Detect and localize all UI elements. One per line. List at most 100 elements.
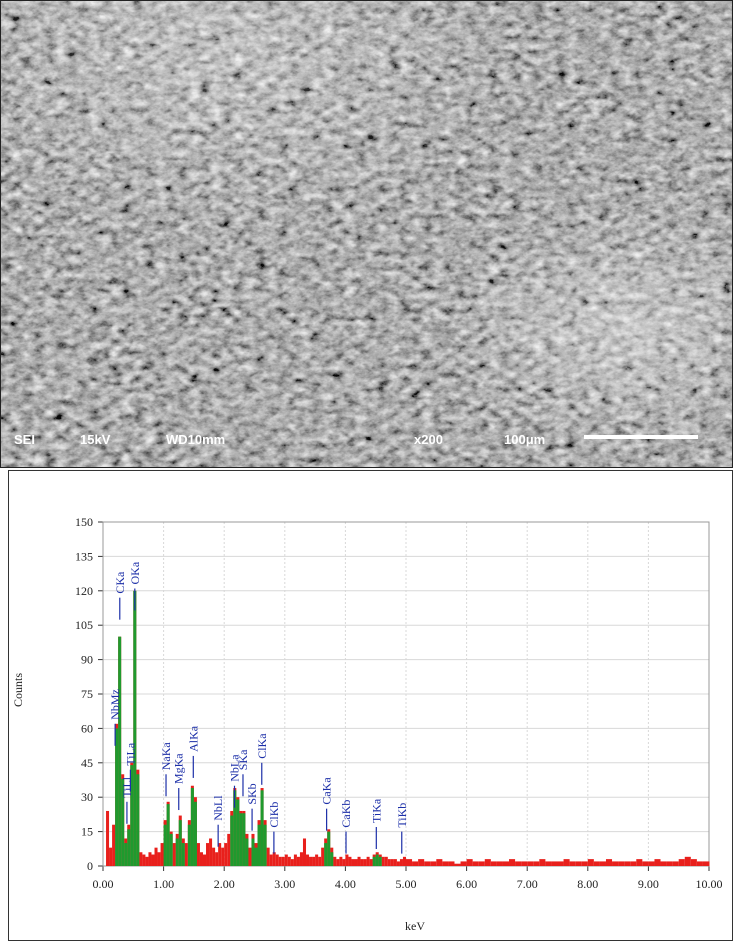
spectrum-bar bbox=[399, 859, 403, 866]
spectrum-bar bbox=[124, 843, 128, 866]
spectrum-bar bbox=[678, 859, 685, 866]
spectrum-bar bbox=[190, 788, 194, 866]
spectrum-bar bbox=[545, 861, 552, 866]
peak-label: CKa bbox=[113, 571, 127, 594]
spectrum-bar bbox=[151, 854, 155, 866]
spectrum-bar bbox=[133, 590, 137, 866]
spectrum-bar bbox=[142, 854, 146, 866]
spectrum-bar bbox=[618, 861, 625, 866]
spectrum-bar bbox=[348, 856, 352, 866]
x-tick-label: 4.00 bbox=[335, 877, 356, 891]
spectrum-bar bbox=[184, 843, 188, 866]
image-highlight bbox=[0, 0, 733, 468]
spectrum-bar bbox=[336, 859, 340, 866]
peak-label: TiLa bbox=[123, 742, 137, 766]
spectrum-bar bbox=[236, 799, 240, 866]
spectrum-bar bbox=[209, 838, 213, 866]
spectrum-bar bbox=[136, 774, 140, 866]
spectrum-bar bbox=[275, 854, 279, 866]
spectrum-bar bbox=[315, 854, 319, 866]
spectrum-bar bbox=[227, 833, 231, 866]
spectrum-bar bbox=[442, 861, 449, 866]
spectrum-bar bbox=[333, 856, 337, 866]
spectrum-bar bbox=[324, 843, 328, 866]
spectrum-bar bbox=[466, 859, 473, 866]
spectrum-bar bbox=[318, 856, 322, 866]
spectrum-bar bbox=[381, 856, 385, 866]
sem-image: SEI 15kV WD10mm x200 100μm bbox=[0, 0, 733, 468]
spectrum-bar bbox=[521, 861, 528, 866]
y-tick-label: 15 bbox=[81, 825, 93, 839]
spectrum-bar bbox=[148, 852, 152, 866]
spectrum-bar bbox=[654, 859, 661, 866]
spectrum-bar bbox=[242, 813, 246, 866]
x-tick-label: 2.00 bbox=[214, 877, 235, 891]
spectrum-bar bbox=[642, 861, 649, 866]
spectrum-bar bbox=[166, 804, 170, 866]
spectrum-bar bbox=[684, 856, 691, 866]
spectrum-bar bbox=[612, 861, 619, 866]
spectrum-bar bbox=[266, 847, 270, 866]
spectrum-bar bbox=[436, 859, 443, 866]
x-tick-label: 3.00 bbox=[274, 877, 295, 891]
spectrum-panel: Counts keV 0 15 30 45 60 75 90 105 120 135 150 0.00… bbox=[8, 470, 733, 941]
peak-label: ClKb bbox=[267, 802, 281, 828]
spectrum-bar bbox=[181, 843, 185, 866]
peak-label: CaKa bbox=[320, 777, 334, 805]
spectrum-bar bbox=[363, 859, 367, 866]
spectrum-bar bbox=[599, 861, 606, 866]
spectrum-bar bbox=[312, 856, 316, 866]
spectrum-bar bbox=[342, 859, 346, 866]
spectrum-bar bbox=[321, 847, 325, 866]
spectrum-bar bbox=[157, 852, 161, 866]
spectrum-bar bbox=[293, 854, 297, 866]
spectrum-bar bbox=[587, 859, 594, 866]
spectrum-bar bbox=[221, 847, 225, 866]
spectrum-bar bbox=[575, 861, 582, 866]
spectrum-bar bbox=[339, 856, 343, 866]
spectrum-bar bbox=[327, 831, 331, 866]
x-tick-label: 8.00 bbox=[577, 877, 598, 891]
peak-label: TiKb bbox=[395, 803, 409, 828]
image-label: 100μm bbox=[504, 432, 545, 447]
image-label: WD10mm bbox=[166, 432, 225, 447]
spectrum-bar bbox=[254, 847, 258, 866]
spectrum-bar bbox=[160, 843, 164, 866]
spectrum-bar bbox=[175, 838, 179, 866]
spectrum-bar bbox=[478, 861, 485, 866]
spectrum-bar bbox=[145, 856, 149, 866]
spectrum-bar bbox=[187, 824, 191, 866]
spectrum-bar bbox=[384, 856, 388, 866]
spectrum-bar bbox=[563, 859, 570, 866]
spectrum-bar bbox=[299, 852, 303, 866]
spectrum-bar bbox=[127, 829, 131, 866]
spectrum-bar bbox=[251, 838, 255, 866]
spectrum-bar bbox=[490, 861, 497, 866]
x-tick-label: 7.00 bbox=[517, 877, 538, 891]
spectrum-bar bbox=[351, 859, 355, 866]
spectrum-bar bbox=[357, 856, 361, 866]
spectrum-bar bbox=[163, 824, 167, 866]
spectrum-bar bbox=[139, 852, 143, 866]
spectrum-bar bbox=[263, 824, 267, 866]
spectrum-bar bbox=[239, 813, 243, 866]
spectrum-bar bbox=[278, 856, 282, 866]
x-tick-label: 9.00 bbox=[638, 877, 659, 891]
spectrum-bar bbox=[402, 856, 406, 866]
peak-label: TiKa bbox=[369, 798, 383, 823]
x-axis-label: keV bbox=[405, 919, 425, 933]
spectrum-bar bbox=[702, 861, 709, 866]
spectrum-bar bbox=[345, 854, 349, 866]
peak-label: ClKa bbox=[255, 733, 269, 759]
peak-label: OKa bbox=[128, 561, 142, 584]
spectrum-bar bbox=[369, 859, 373, 866]
spectrum-bar bbox=[709, 861, 710, 866]
spectrum-bar bbox=[569, 861, 576, 866]
y-tick-label: 90 bbox=[81, 653, 93, 667]
spectrum-bar bbox=[290, 859, 294, 866]
peak-label: TiLl bbox=[120, 776, 134, 798]
spectrum-bar bbox=[539, 859, 546, 866]
x-tick-label: 1.00 bbox=[153, 877, 174, 891]
x-tick-label: 5.00 bbox=[396, 877, 417, 891]
spectrum-bar bbox=[557, 861, 564, 866]
